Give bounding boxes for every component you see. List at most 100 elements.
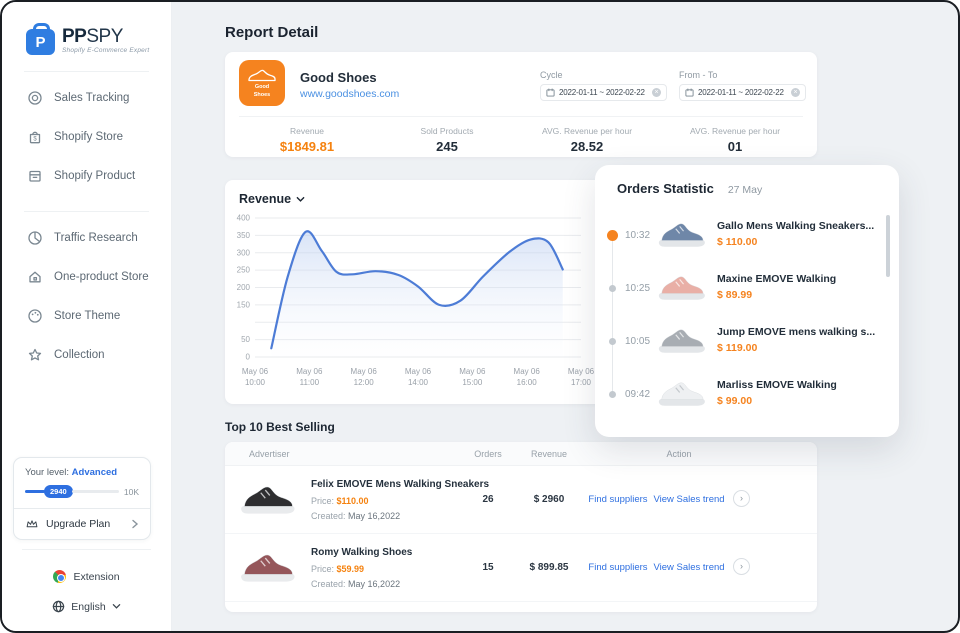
view-sales-trend-link[interactable]: View Sales trend [653, 562, 725, 573]
sidebar-item-one-product-store[interactable]: One-product Store [2, 257, 171, 296]
stat-label: Revenue [289, 126, 325, 136]
product-name: Romy Walking Shoes [311, 547, 413, 558]
x-axis-label: May 06 17:00 [567, 367, 595, 388]
cycle-label: Cycle [540, 70, 563, 80]
svg-text:300: 300 [237, 248, 251, 257]
product-image [241, 486, 295, 514]
stat-sold-products: Sold Products 245 [382, 126, 512, 154]
sidebar-item-collection[interactable]: Collection [2, 335, 171, 374]
stat-label: AVG. Revenue per hour [541, 126, 633, 136]
sidebar-item-label: Shopify Store [54, 130, 124, 143]
store-logo: Good Shoes [239, 60, 285, 106]
price-value: $59.99 [336, 564, 365, 574]
table-row: Felix EMOVE Mens Walking Sneakers Price:… [225, 466, 817, 534]
sidebar-item-shopify-product[interactable]: Shopify Product [2, 156, 171, 195]
view-sales-trend-link[interactable]: View Sales trend [653, 494, 725, 505]
clear-icon[interactable]: × [791, 88, 800, 97]
order-item[interactable]: 10:05 Jump EMOVE mens walking s... $ 119… [595, 315, 899, 368]
order-product-name: Maxine EMOVE Walking [717, 273, 837, 285]
revenue-line-chart: 400 350 300 250 200 150 50 0 [237, 214, 581, 362]
row-expand-button[interactable]: › [733, 558, 750, 575]
sidebar-item-label: Traffic Research [54, 231, 138, 244]
table-header: Advertiser Orders Revenue Action [225, 442, 817, 466]
timeline-dot [607, 230, 618, 241]
orders-count: 26 [482, 494, 494, 505]
fromto-date-input[interactable]: 2022-01-11 ~ 2022-02-22 × [679, 84, 806, 101]
svg-text:400: 400 [237, 214, 251, 223]
brand-logo: P PPSPY Shopify E-Commerce Expert [2, 2, 171, 55]
stat-revenue: Revenue $1849.81 [242, 126, 372, 154]
upgrade-plan-label: Upgrade Plan [46, 518, 111, 530]
sidebar-item-sales-tracking[interactable]: Sales Tracking [2, 78, 171, 117]
stat-value: 245 [436, 139, 458, 154]
product-box-icon [29, 170, 41, 182]
svg-text:$: $ [33, 136, 37, 142]
brand-name-spy: SPY [86, 25, 123, 47]
order-time: 09:42 [625, 389, 651, 400]
calendar-icon [546, 88, 555, 97]
order-product-price: $ 110.00 [717, 236, 758, 248]
x-axis-label: May 06 11:00 [296, 367, 323, 388]
row-expand-button[interactable]: › [733, 490, 750, 507]
order-item[interactable]: 09:42 Marliss EMOVE Walking $ 99.00 [595, 368, 899, 421]
created-value: May 16,2022 [348, 511, 401, 521]
stat-avg-revenue-2: AVG. Revenue per hour 01 [670, 126, 800, 154]
order-time: 10:05 [625, 336, 651, 347]
sidebar-item-traffic-research[interactable]: Traffic Research [2, 218, 171, 257]
timeline-line [612, 235, 613, 394]
price-value: $110.00 [336, 496, 369, 506]
fromto-group: From - To 2022-01-11 ~ 2022-02-22 × [679, 70, 806, 101]
stat-label: AVG. Revenue per hour [689, 126, 781, 136]
chart-title: Revenue [239, 192, 292, 206]
upgrade-plan-button[interactable]: Upgrade Plan [14, 508, 150, 539]
store-url-link[interactable]: www.goodshoes.com [300, 88, 400, 100]
level-progress-bar: 2940 10K [14, 483, 150, 508]
revenue-metric-dropdown[interactable]: Revenue [239, 192, 305, 206]
cycle-date-input[interactable]: 2022-01-11 ~ 2022-02-22 × [540, 84, 667, 101]
created-label: Created: [311, 511, 346, 521]
progress-badge: 2940 [44, 485, 73, 498]
chrome-icon [53, 570, 67, 583]
scrollbar[interactable] [886, 215, 890, 277]
x-axis: May 06 10:00 May 06 11:00 May 06 12:00 May 06 1… [225, 366, 817, 392]
sidebar-item-store-theme[interactable]: Store Theme [2, 296, 171, 335]
x-axis-label: May 06 15:00 [459, 367, 486, 388]
clear-icon[interactable]: × [652, 88, 661, 97]
price-label: Price: [311, 496, 335, 506]
divider [22, 549, 151, 550]
stat-value: $1849.81 [279, 139, 335, 154]
sidebar-item-label: One-product Store [54, 270, 149, 283]
price-label: Price: [311, 564, 335, 574]
home-icon [29, 271, 41, 282]
revenue-value: $ 2960 [533, 494, 565, 505]
cycle-date-value: 2022-01-11 ~ 2022-02-22 [559, 88, 645, 97]
brand-tagline: Shopify E-Commerce Expert [62, 46, 150, 54]
find-suppliers-link[interactable]: Find suppliers [588, 562, 648, 573]
language-selector[interactable]: English [2, 600, 171, 613]
language-label: English [71, 600, 106, 613]
target-icon [28, 90, 42, 105]
extension-label: Extension [73, 570, 120, 583]
top10-table: Advertiser Orders Revenue Action Felix E… [225, 442, 817, 612]
sidebar-item-shopify-store[interactable]: $ Shopify Store [2, 117, 171, 156]
extension-link[interactable]: Extension [2, 570, 171, 583]
divider [24, 211, 149, 212]
main-content: Report Detail Good Shoes Good Shoes www.… [172, 2, 958, 631]
progress-max: 10K [123, 486, 139, 497]
order-product-price: $ 89.99 [717, 289, 753, 301]
x-axis-label: May 06 14:00 [404, 367, 432, 388]
order-item[interactable]: 10:32 Gallo Mens Walking Sneakers... $ 1… [595, 209, 899, 262]
product-image [658, 276, 705, 300]
column-header-orders: Orders [474, 449, 502, 459]
order-item[interactable]: 10:25 Maxine EMOVE Walking $ 89.99 [595, 262, 899, 315]
orders-statistic-panel: Orders Statistic 27 May 10:32 Gallo Mens… [595, 165, 899, 437]
find-suppliers-link[interactable]: Find suppliers [588, 494, 648, 505]
timeline-dot [609, 391, 616, 398]
chevron-down-icon [296, 196, 305, 202]
order-product-price: $ 99.00 [717, 395, 753, 407]
created-label: Created: [311, 579, 346, 589]
product-image [658, 329, 705, 353]
globe-icon [53, 600, 65, 613]
fromto-label: From - To [679, 70, 718, 80]
brand-name-pp: PP [62, 25, 87, 47]
